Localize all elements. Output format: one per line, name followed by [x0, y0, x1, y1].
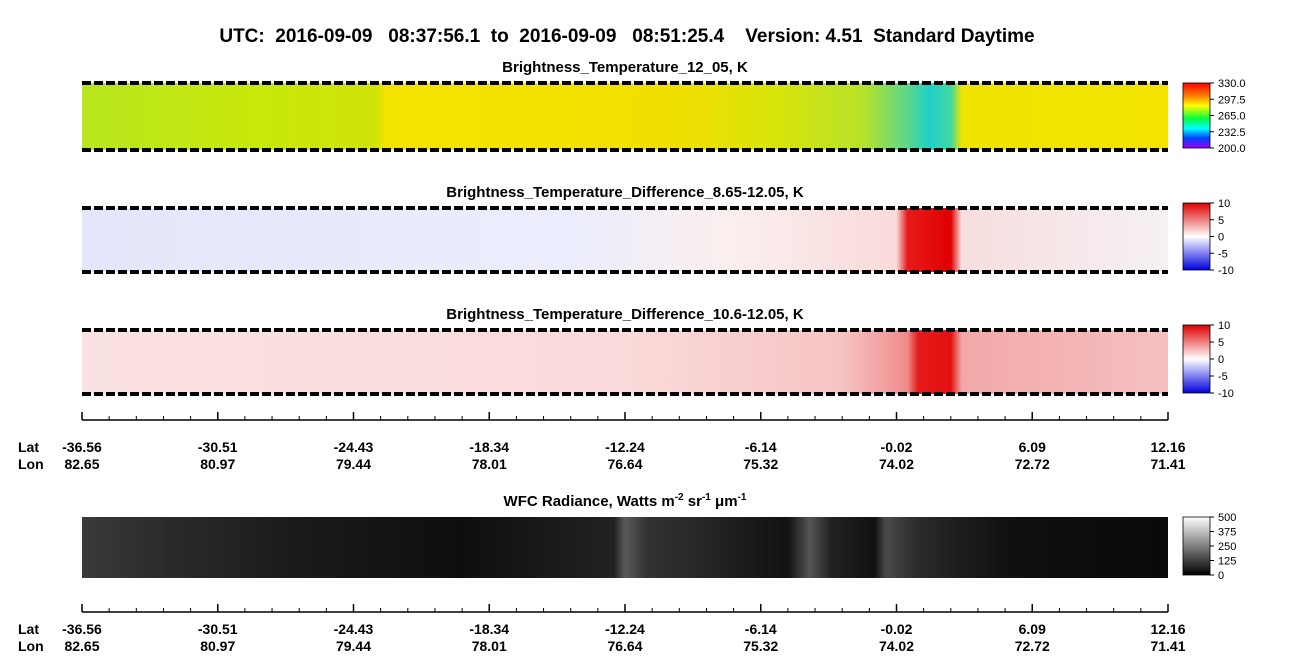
- colorbar-label: 265.0: [1218, 111, 1246, 123]
- colorbar-label: -5: [1218, 248, 1228, 260]
- lon-label: 82.65: [64, 638, 99, 654]
- colorbar-label: 0: [1218, 232, 1224, 244]
- lat-label: -24.43: [334, 621, 374, 637]
- panel-title: WFC Radiance, Watts m-2 sr-1 μm-1: [504, 492, 747, 510]
- colorbar-label: 0: [1218, 570, 1224, 582]
- image-strip: [82, 208, 1168, 272]
- colorbar-label: -5: [1218, 371, 1228, 383]
- colorbar-label: 125: [1218, 556, 1236, 568]
- panel-title: Brightness_Temperature_Difference_10.6-1…: [446, 306, 804, 323]
- lat-label: -36.56: [62, 621, 102, 637]
- lat-label: -24.43: [334, 439, 374, 455]
- axis-row-label: Lat: [18, 621, 39, 637]
- colorbar-label: 5: [1218, 337, 1224, 349]
- colorbar-label: 250: [1218, 541, 1236, 553]
- colorbar: [1182, 324, 1211, 394]
- lon-label: 74.02: [879, 456, 914, 472]
- lon-label: 78.01: [472, 456, 507, 472]
- colorbar-label: 5: [1218, 215, 1224, 227]
- colorbar-label: 500: [1218, 512, 1236, 524]
- lat-label: 12.16: [1150, 621, 1185, 637]
- colorbar-label: 0: [1218, 354, 1224, 366]
- lat-label: -6.14: [745, 621, 777, 637]
- lat-label: -18.34: [469, 439, 509, 455]
- superscript: -2: [675, 492, 684, 503]
- colorbar-label: -10: [1218, 265, 1234, 277]
- colorbar: [1182, 516, 1211, 576]
- lon-label: 75.32: [743, 456, 778, 472]
- lat-label: -30.51: [198, 439, 238, 455]
- colorbar-label: 232.5: [1218, 127, 1246, 139]
- title-part: WFC Radiance, Watts m: [504, 493, 675, 510]
- colorbar-label: 330.0: [1218, 78, 1246, 90]
- image-strip: [82, 517, 1168, 578]
- lon-label: 76.64: [607, 638, 642, 654]
- axis-row-label: Lon: [18, 456, 44, 472]
- lat-label: -0.02: [881, 621, 913, 637]
- lon-label: 71.41: [1150, 456, 1185, 472]
- panel-title: Brightness_Temperature_12_05, K: [502, 59, 748, 76]
- title-part: μm: [711, 493, 738, 510]
- lat-label: -36.56: [62, 439, 102, 455]
- colorbar-label: 375: [1218, 527, 1236, 539]
- colorbar: [1182, 202, 1211, 271]
- axis-row-label: Lat: [18, 439, 39, 455]
- figure-title: UTC: 2016-09-09 08:37:56.1 to 2016-09-09…: [219, 26, 1034, 47]
- superscript: -1: [702, 492, 711, 503]
- lon-label: 82.65: [64, 456, 99, 472]
- colorbar-label: 200.0: [1218, 143, 1246, 155]
- colorbar-label: 10: [1218, 198, 1230, 210]
- lon-label: 76.64: [607, 456, 642, 472]
- lon-label: 78.01: [472, 638, 507, 654]
- lon-label: 80.97: [200, 638, 235, 654]
- lat-label: -12.24: [605, 621, 645, 637]
- lon-label: 72.72: [1015, 456, 1050, 472]
- lat-label: -6.14: [745, 439, 777, 455]
- colorbar-label: 297.5: [1218, 94, 1246, 106]
- lat-label: -12.24: [605, 439, 645, 455]
- lat-label: 6.09: [1019, 621, 1046, 637]
- colorbar-label: 10: [1218, 320, 1230, 332]
- lat-label: -18.34: [469, 621, 509, 637]
- lon-label: 75.32: [743, 638, 778, 654]
- lat-label: 12.16: [1150, 439, 1185, 455]
- lon-label: 79.44: [336, 638, 371, 654]
- lon-label: 80.97: [200, 456, 235, 472]
- lon-label: 79.44: [336, 456, 371, 472]
- colorbar-label: -10: [1218, 388, 1234, 400]
- colorbar: [1182, 82, 1211, 149]
- lon-label: 74.02: [879, 638, 914, 654]
- superscript: -1: [738, 492, 747, 503]
- axis-row-label: Lon: [18, 638, 44, 654]
- image-strip: [82, 83, 1168, 150]
- lon-label: 71.41: [1150, 638, 1185, 654]
- panel-title: Brightness_Temperature_Difference_8.65-1…: [446, 184, 804, 201]
- image-strip: [82, 330, 1168, 394]
- title-part: sr: [684, 493, 703, 510]
- lat-label: -30.51: [198, 621, 238, 637]
- lat-label: 6.09: [1019, 439, 1046, 455]
- lat-label: -0.02: [881, 439, 913, 455]
- lon-label: 72.72: [1015, 638, 1050, 654]
